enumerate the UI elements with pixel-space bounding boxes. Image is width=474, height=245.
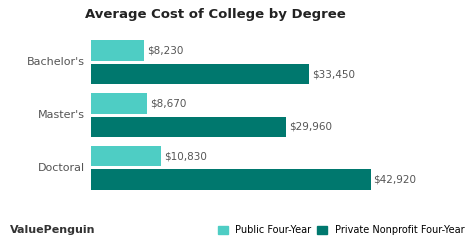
Bar: [91, 169, 371, 190]
Text: Doctoral: Doctoral: [38, 163, 85, 173]
Bar: [91, 117, 286, 137]
Text: Master's: Master's: [38, 110, 85, 120]
Text: $42,920: $42,920: [374, 175, 417, 185]
Text: Bachelor's: Bachelor's: [27, 57, 85, 67]
Text: ValuePenguin: ValuePenguin: [9, 225, 95, 235]
Text: $8,230: $8,230: [147, 46, 183, 56]
Text: Average Cost of College by Degree: Average Cost of College by Degree: [85, 8, 346, 21]
Text: $29,960: $29,960: [289, 122, 332, 132]
Legend: Public Four-Year, Private Nonprofit Four-Year: Public Four-Year, Private Nonprofit Four…: [218, 225, 465, 235]
Text: $33,450: $33,450: [311, 69, 355, 79]
Text: $8,670: $8,670: [150, 98, 186, 109]
Text: $10,830: $10,830: [164, 151, 207, 161]
Bar: [91, 146, 161, 166]
Bar: [91, 64, 309, 84]
Bar: [91, 40, 144, 61]
Bar: [91, 93, 147, 114]
